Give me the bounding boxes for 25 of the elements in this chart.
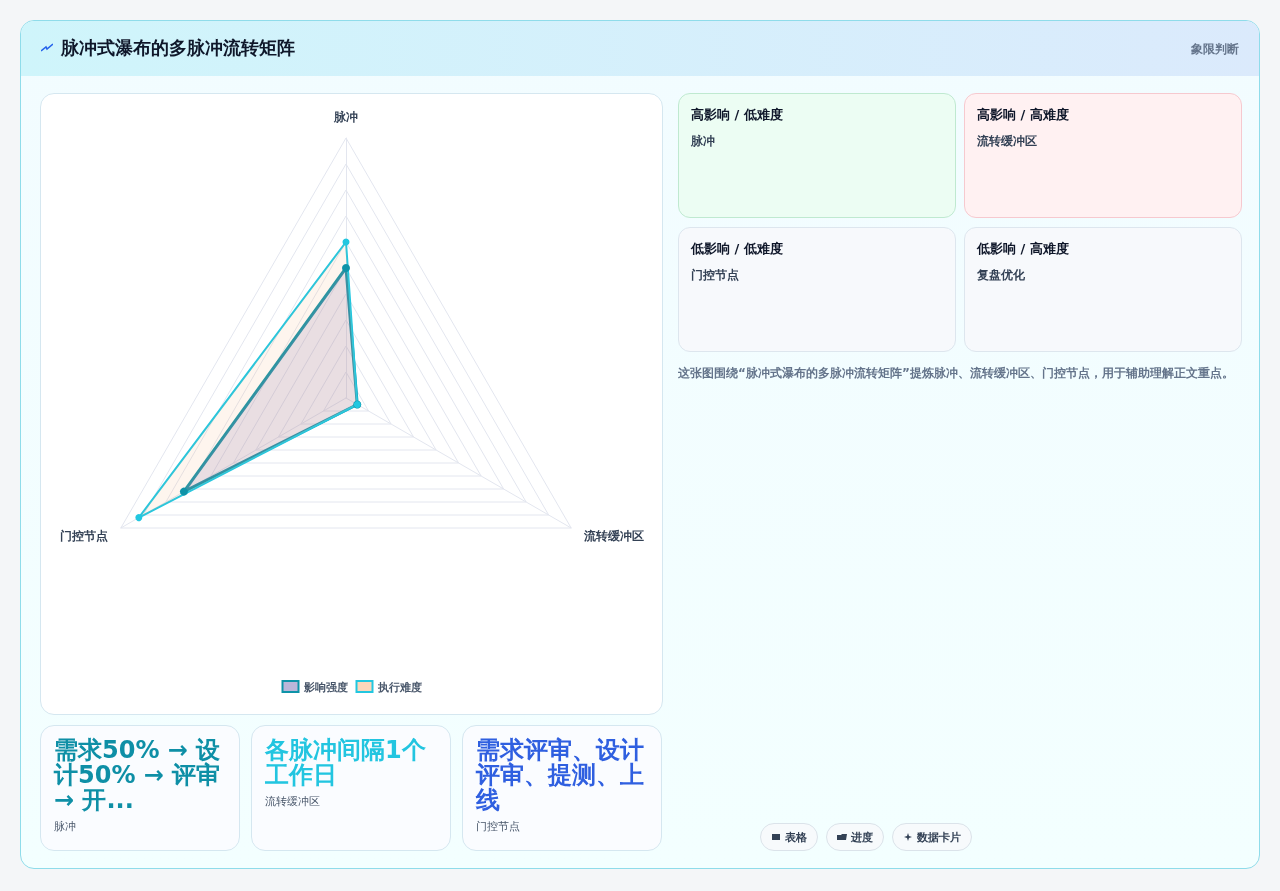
spoke-label: 流转缓冲区 xyxy=(583,528,645,543)
text: 这张图围绕“脉冲式瀑布的多脉冲流转矩阵”提炼脉冲、流转缓冲区、门控节点，用于辅助理解正文重点。 xyxy=(678,365,1235,382)
text: 需求评审、设计评审、提测、上线 xyxy=(476,736,645,814)
text: 门控节点 xyxy=(691,267,740,284)
text: 流转缓冲区 xyxy=(265,794,321,809)
legend-label: 执行难度 xyxy=(376,680,422,693)
text: 低影响 / 低难度 xyxy=(691,240,784,258)
text: 数据卡片 xyxy=(917,829,961,845)
text: 脉冲 xyxy=(54,819,77,834)
text: 门控节点 xyxy=(476,819,521,834)
text: 象限判断 xyxy=(1191,41,1239,58)
text: 脉冲 xyxy=(691,133,716,150)
text: 低影响 / 高难度 xyxy=(977,240,1070,258)
text: 复盘优化 xyxy=(977,267,1026,284)
chart-title: 脉冲式瀑布的多脉冲流转矩阵 xyxy=(61,36,295,60)
text: 表格 xyxy=(785,829,807,845)
text: 高影响 / 高难度 xyxy=(977,106,1070,124)
legend-label: 影响强度 xyxy=(302,680,348,693)
text: 各脉冲间隔1个工作日 xyxy=(265,736,427,789)
text: 高影响 / 低难度 xyxy=(691,106,784,124)
text: 需求50% → 设计50% → 评审 → 开... xyxy=(54,736,222,814)
spoke-label: 门控节点 xyxy=(59,528,108,543)
text: 流转缓冲区 xyxy=(977,133,1038,150)
text: 进度 xyxy=(851,829,873,845)
spoke-label: 脉冲 xyxy=(333,110,358,124)
